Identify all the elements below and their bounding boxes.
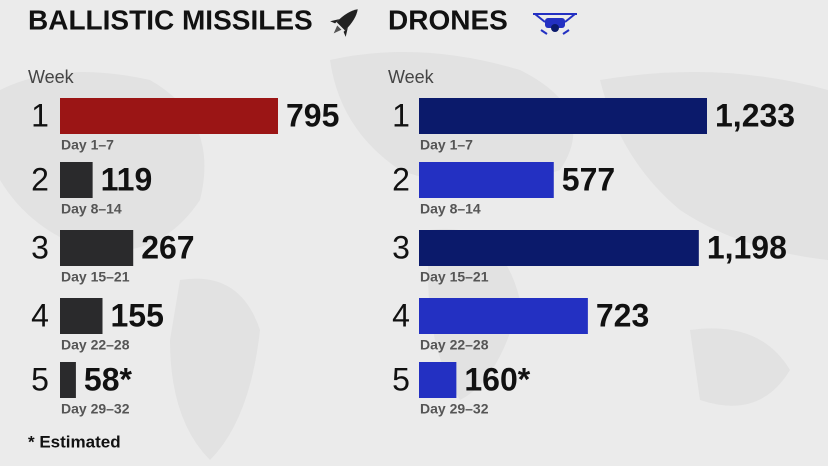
category-label: 4 <box>31 297 49 333</box>
day-range: Day 29–32 <box>420 401 489 417</box>
day-range: Day 15–21 <box>61 269 130 285</box>
value-label: 795 <box>286 97 339 133</box>
footnote: * Estimated <box>28 432 121 451</box>
world-map <box>0 52 828 460</box>
rocket-icon <box>330 9 358 37</box>
bar <box>419 298 588 334</box>
drone-icon <box>533 13 577 35</box>
bar <box>60 230 134 266</box>
bar <box>60 298 103 334</box>
category-label: 3 <box>392 229 410 265</box>
category-label: 5 <box>392 361 410 397</box>
day-range: Day 22–28 <box>61 337 130 353</box>
value-label: 119 <box>101 161 153 197</box>
chart-title: DRONES <box>388 4 508 35</box>
category-label: 3 <box>31 229 49 265</box>
day-range: Day 22–28 <box>420 337 489 353</box>
day-range: Day 1–7 <box>420 137 473 153</box>
day-range: Day 8–14 <box>61 201 122 217</box>
value-label: 1,198 <box>707 229 787 265</box>
value-label: 723 <box>596 297 649 333</box>
bar <box>419 162 554 198</box>
value-label: 267 <box>141 229 194 265</box>
category-label: 2 <box>392 161 410 197</box>
bar <box>419 98 707 134</box>
bar <box>60 98 278 134</box>
bar <box>60 362 76 398</box>
bar <box>419 362 457 398</box>
value-label: 577 <box>562 161 615 197</box>
day-range: Day 1–7 <box>61 137 114 153</box>
day-range: Day 8–14 <box>420 201 481 217</box>
category-label: 1 <box>392 97 410 133</box>
value-label: 155 <box>111 297 164 333</box>
category-label: 4 <box>392 297 410 333</box>
day-range: Day 29–32 <box>61 401 130 417</box>
value-label: 58* <box>84 361 133 397</box>
day-range: Day 15–21 <box>420 269 489 285</box>
category-label: 2 <box>31 161 49 197</box>
chart-title: BALLISTIC MISSILES <box>28 4 313 35</box>
bar <box>419 230 699 266</box>
category-label: 1 <box>31 97 49 133</box>
bar <box>60 162 93 198</box>
value-label: 160* <box>464 361 530 397</box>
value-label: 1,233 <box>715 97 795 133</box>
category-label: 5 <box>31 361 49 397</box>
axis-label: Week <box>28 67 75 87</box>
axis-label: Week <box>388 67 435 87</box>
